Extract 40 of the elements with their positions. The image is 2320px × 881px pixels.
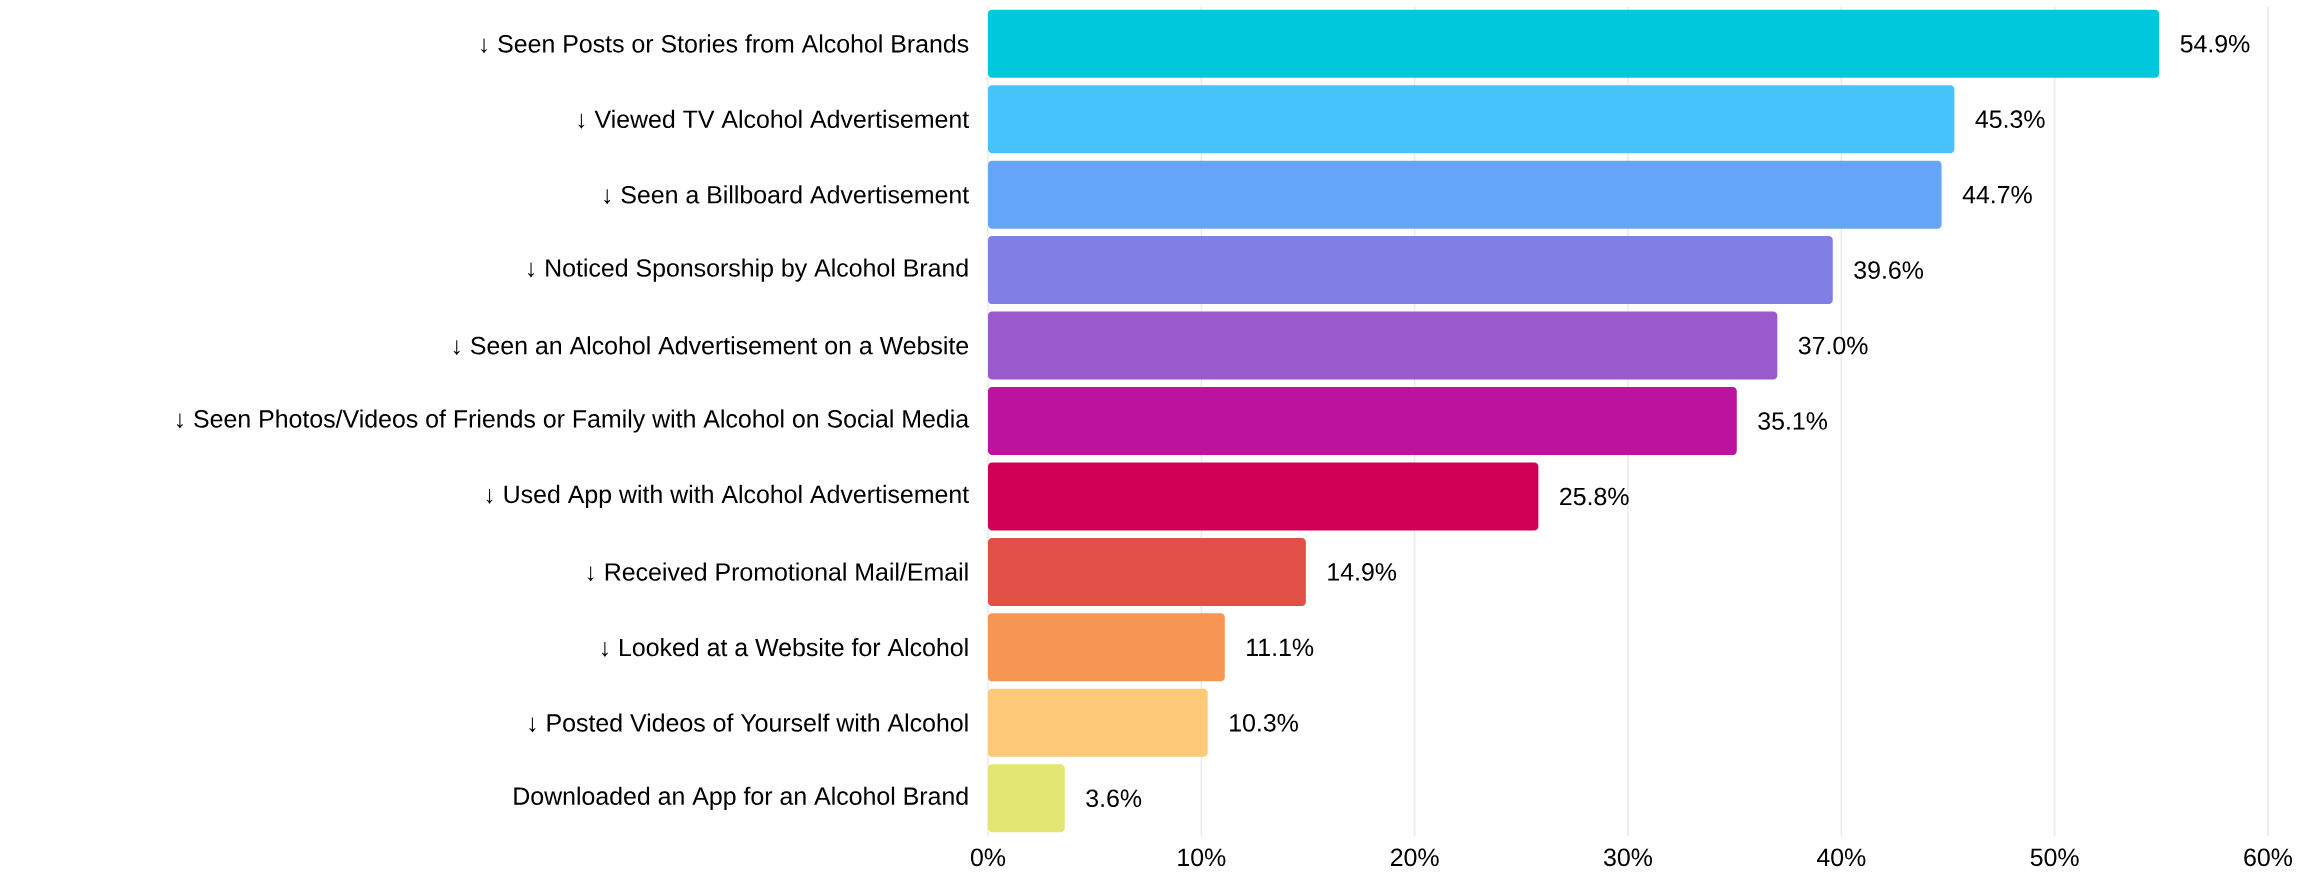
data-label: 54.9% (2180, 34, 2250, 53)
x-tick-label: 60% (2244, 848, 2292, 867)
y-tick-label: ↓ Used App with with Alcohol Advertisement (486, 484, 969, 509)
data-label: 37.0% (1798, 336, 1868, 355)
x-tick-label: 40% (1816, 848, 1866, 867)
data-label: 10.3% (1230, 714, 1298, 732)
bar (987, 688, 1208, 757)
x-tick-label: 50% (2030, 848, 2079, 867)
x-tick-label: 0% (970, 848, 1006, 867)
data-label: 3.6% (1086, 789, 1142, 808)
y-tick-label: ↓ Seen an Alcohol Advertisement on a Website (453, 336, 969, 355)
y-tick-label: ↓ Posted Videos of Yourself with Alcohol (529, 713, 968, 733)
y-tick-label: Downloaded an App for an Alcohol Brand (514, 786, 968, 810)
y-tick-label: ↓ Noticed Sponsorship by Alcohol Brand (528, 258, 968, 282)
bar (987, 462, 1539, 531)
bar (987, 311, 1778, 380)
data-label: 39.6% (1854, 261, 1924, 279)
data-label: 11.1% (1247, 638, 1314, 657)
data-label: 35.1% (1758, 412, 1828, 430)
data-label: 45.3% (1975, 110, 2045, 129)
bar (987, 613, 1225, 682)
y-tick-label: ↓ Seen Posts or Stories from Alcohol Brands (481, 34, 969, 54)
y-tick-label: ↓ Received Promotional Mail/Email (587, 562, 968, 582)
data-label: 25.8% (1560, 487, 1629, 506)
bar (987, 9, 2160, 78)
x-tick-label: 30% (1604, 848, 1653, 867)
bar (987, 85, 1955, 154)
bar (987, 236, 1833, 305)
data-label: 44.7% (1962, 185, 2032, 204)
data-label: 14.9% (1328, 563, 1397, 581)
bar (987, 160, 1942, 229)
y-tick-label: ↓ Looked at a Website for Alcohol (601, 637, 968, 657)
bar (987, 537, 1306, 606)
x-tick-label: 20% (1390, 848, 1439, 867)
bar (987, 764, 1065, 833)
bar (987, 387, 1737, 456)
y-tick-label: ↓ Seen Photos/Videos of Friends or Family with Alcohol on Social Media (176, 409, 970, 433)
y-tick-label: ↓ Seen a Billboard Advertisement (604, 185, 969, 205)
x-tick-label: 10% (1178, 848, 1226, 867)
y-tick-label: ↓ Viewed TV Alcohol Advertisement (578, 109, 969, 129)
